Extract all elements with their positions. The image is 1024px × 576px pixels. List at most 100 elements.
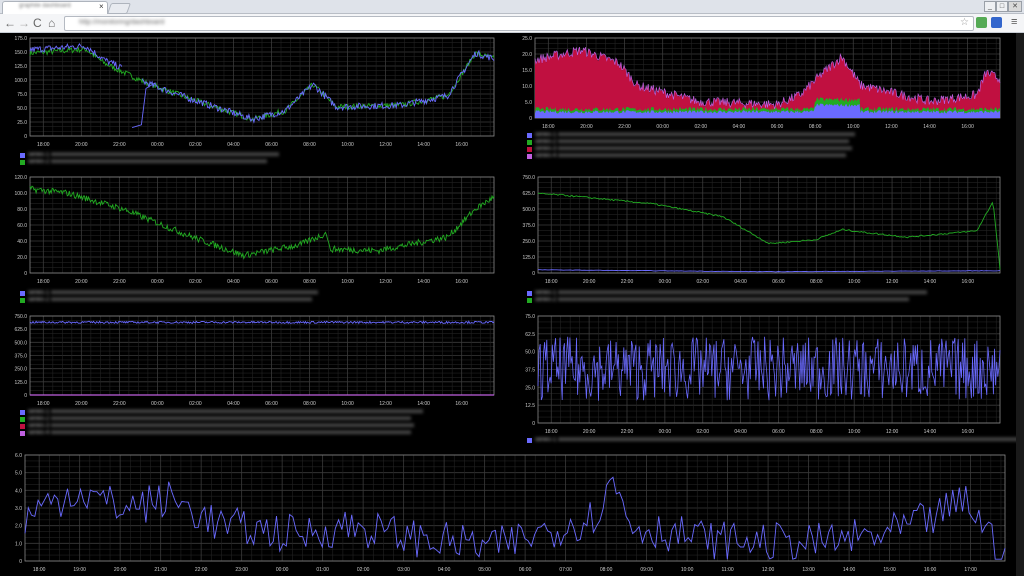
x-tick-label: 00:00: [276, 567, 289, 573]
extension-icon[interactable]: [976, 17, 987, 28]
y-tick-label: 625.0: [522, 191, 535, 197]
x-tick-label: 10:00: [341, 279, 354, 285]
x-tick-label: 22:00: [618, 124, 631, 130]
legend-label: series-4 xxxxxxxxxxxxxxxxxxxxxxxxxxxxxxx…: [28, 430, 412, 436]
legend-label: series-1 xxxxxxxxxxxxxxxxxxxxxxxxxxxxxxx…: [535, 437, 1024, 443]
graph-p4[interactable]: 750.0 625.0 500.0 375.0 250.0 125.0 0 18:00 20:0…: [508, 174, 1010, 292]
x-tick-label: 08:00: [303, 279, 316, 285]
x-tick-label: 08:00: [303, 142, 316, 148]
legend-label: series-3 xxxxxxxxxxxxxxxxxxxxxxxxxxxxxxx…: [535, 146, 853, 152]
y-tick-label: 750.0: [14, 314, 27, 320]
x-tick-label: 06:00: [772, 429, 785, 435]
legend-label: series-2 xxxxxxxxxxxxxxxxxxxxxxxxxxxxxxx…: [535, 297, 910, 303]
back-icon[interactable]: ←: [4, 16, 16, 30]
x-tick-label: 10:00: [847, 124, 860, 130]
series-area-blue: [535, 103, 1000, 118]
legend-swatch: [527, 291, 532, 296]
legend-swatch: [20, 431, 25, 436]
y-tick-label: 625.0: [14, 327, 27, 333]
x-tick-label: 04:00: [734, 429, 747, 435]
graph-p1[interactable]: 175.0 150.0 125.0 100.0 75.0 50.0 25.0 0 18:00 20…: [0, 35, 504, 155]
x-tick-label: 06:00: [265, 401, 278, 407]
y-tick-label: 175.0: [14, 36, 27, 42]
x-tick-label: 18:00: [37, 142, 50, 148]
x-tick-label: 04:00: [227, 401, 240, 407]
legend-label: series-1 xxxxxxxxxxxxxxxxxxxxxxxxxxxxxxx…: [535, 132, 856, 138]
x-tick-label: 12:00: [762, 567, 775, 573]
y-tick-label: 250.0: [522, 239, 535, 245]
legend-swatch: [20, 291, 25, 296]
x-tick-label: 16:00: [924, 567, 937, 573]
y-tick-label: 375.0: [522, 223, 535, 229]
x-tick-label: 09:00: [640, 567, 653, 573]
x-tick-label: 20:00: [75, 279, 88, 285]
x-tick-label: 08:00: [303, 401, 316, 407]
legend-swatch: [20, 417, 25, 422]
home-icon[interactable]: ⌂: [48, 16, 56, 30]
legend-swatch: [527, 140, 532, 145]
maximize-button[interactable]: □: [996, 1, 1008, 12]
x-tick-label: 10:00: [848, 279, 861, 285]
legend-swatch: [527, 154, 532, 159]
x-tick-label: 20:00: [580, 124, 593, 130]
tab-close-icon[interactable]: ×: [99, 2, 104, 11]
url-text: http://monitoring/dashboard: [79, 19, 165, 26]
y-tick-label: 120.0: [14, 175, 27, 181]
x-tick-label: 16:00: [961, 124, 974, 130]
x-tick-label: 16:00: [455, 401, 468, 407]
y-tick-label: 75.0: [17, 92, 27, 98]
x-tick-label: 12:00: [379, 401, 392, 407]
scrollbar[interactable]: [1016, 33, 1024, 576]
series-line-green: [538, 192, 1001, 270]
legend-swatch: [20, 160, 25, 165]
legend-swatch: [20, 153, 25, 158]
graph-p5[interactable]: 750.0 625.0 500.0 375.0 250.0 125.0 0 18:00 20:0…: [0, 313, 504, 414]
graph-p6[interactable]: 75.0 62.5 50.0 37.5 25.0 12.5 0 18:00 20:00 22:00…: [508, 313, 1010, 442]
x-tick-label: 06:00: [519, 567, 532, 573]
x-tick-label: 13:00: [802, 567, 815, 573]
x-tick-label: 22:00: [195, 567, 208, 573]
x-tick-label: 14:00: [417, 401, 430, 407]
y-tick-label: 62.5: [525, 332, 535, 338]
series-line-purple: [534, 46, 1001, 110]
graph-p3[interactable]: 120.0 100.0 80.0 60.0 40.0 20.0 0 18:00 20:00 22:…: [0, 174, 504, 292]
y-tick-label: 375.0: [14, 354, 27, 360]
x-tick-label: 06:00: [771, 124, 784, 130]
y-tick-label: 25.0: [17, 120, 27, 126]
x-tick-label: 22:00: [621, 429, 634, 435]
minimize-button[interactable]: _: [984, 1, 996, 12]
graph-p2[interactable]: 25.0 20.0 15.0 10.0 5.0 0 18:00 20:00 22:00 00:00…: [505, 35, 1010, 137]
y-tick-label: 500.0: [522, 207, 535, 213]
menu-icon[interactable]: ≡: [1011, 16, 1018, 28]
x-tick-label: 20:00: [75, 401, 88, 407]
x-tick-label: 19:00: [73, 567, 86, 573]
forward-icon[interactable]: →: [18, 16, 30, 30]
tab-title: graphite dashboard: [19, 3, 71, 9]
new-tab-button[interactable]: [106, 3, 132, 14]
series-area-red: [535, 47, 1000, 118]
y-tick-label: 37.5: [525, 368, 535, 374]
legend-label: series-4 xxxxxxxxxxxxxxxxxxxxxxxxxxxxxxx…: [535, 153, 847, 159]
x-tick-label: 16:00: [455, 279, 468, 285]
extension-icon[interactable]: [991, 17, 1002, 28]
address-bar[interactable]: http://monitoring/dashboard ☆: [64, 16, 974, 31]
close-window-button[interactable]: ✕: [1008, 1, 1022, 12]
y-tick-label: 20.0: [522, 52, 532, 58]
bookmark-star-icon[interactable]: ☆: [960, 17, 969, 28]
x-tick-label: 08:00: [810, 429, 823, 435]
series-line-blue: [538, 269, 1001, 273]
x-tick-label: 17:00: [964, 567, 977, 573]
x-tick-label: 12:00: [886, 429, 899, 435]
x-tick-label: 20:00: [583, 429, 596, 435]
series-line-blue: [24, 476, 1006, 560]
x-tick-label: 18:00: [542, 124, 555, 130]
x-tick-label: 00:00: [656, 124, 669, 130]
x-tick-label: 12:00: [886, 279, 899, 285]
x-tick-label: 08:00: [600, 567, 613, 573]
browser-tab[interactable]: graphite dashboard ×: [2, 1, 108, 14]
legend-label: series-1 xxxxxxxxxxxxxxxxxxxxxxxxxxxxxxx…: [28, 290, 319, 296]
graph-p7[interactable]: 6.0 5.0 4.0 3.0 2.0 1.0 0 18:00 19:00 20:00 21:00 2…: [0, 452, 1015, 576]
x-tick-label: 10:00: [848, 429, 861, 435]
y-tick-label: 0: [24, 134, 27, 140]
reload-icon[interactable]: C: [33, 16, 42, 30]
